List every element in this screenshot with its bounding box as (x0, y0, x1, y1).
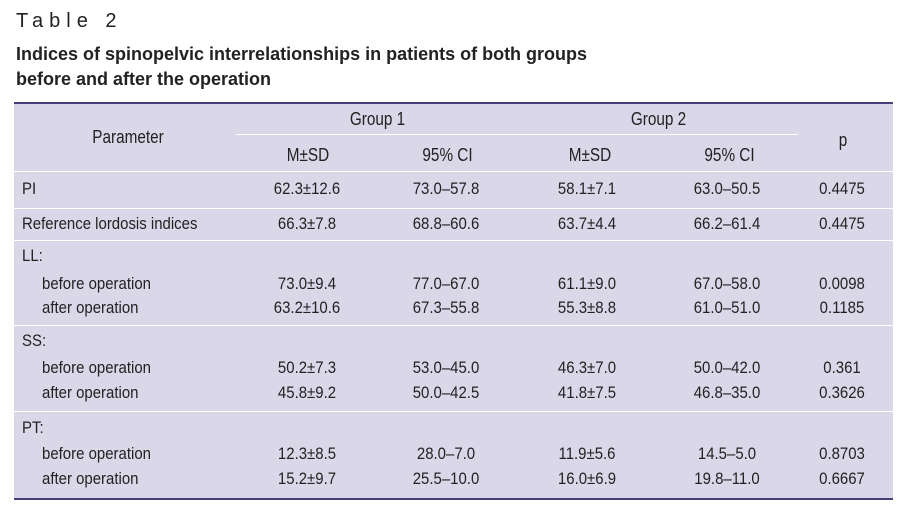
header-g2-ci: 95% CI (704, 145, 755, 165)
cell-g2-ci: 19.8–11.0 (694, 469, 760, 488)
cell-p: 0.0098 (819, 274, 865, 293)
row-label: after operation (42, 469, 139, 488)
cell-g2-ci: 50.0–42.0 (693, 358, 761, 377)
row-label: before operation (42, 358, 151, 377)
cell-g1-ci: 73.0–57.8 (412, 179, 480, 198)
header-bottom-rule (14, 171, 893, 172)
cell-g1-ci: 68.8–60.6 (412, 214, 480, 233)
header-group-2: Group 2 (630, 109, 687, 129)
cell-g1-msd: 66.3±7.8 (277, 214, 337, 233)
row-label: before operation (42, 274, 151, 293)
row-label: PI (22, 179, 37, 198)
cell-g1-ci: 25.5–10.0 (412, 469, 480, 488)
row-label: before operation (42, 444, 151, 463)
row-label: after operation (42, 298, 139, 317)
cell-g2-msd: 61.1±9.0 (557, 274, 617, 293)
cell-g2-msd: 58.1±7.1 (557, 179, 617, 198)
cell-g2-ci: 66.2–61.4 (693, 214, 761, 233)
cell-g1-msd: 73.0±9.4 (277, 274, 337, 293)
group-header-underline (236, 134, 798, 135)
header-g1-ci: 95% CI (422, 145, 473, 165)
row-separator (14, 208, 893, 209)
cell-g1-ci: 50.0–42.5 (412, 383, 480, 402)
row-label: Reference lordosis indices (22, 214, 198, 233)
table-top-rule (14, 102, 893, 104)
cell-g2-msd: 16.0±6.9 (557, 469, 617, 488)
cell-p: 0.8703 (819, 444, 865, 463)
cell-p: 0.3626 (819, 383, 865, 402)
cell-g2-msd: 41.8±7.5 (557, 383, 617, 402)
cell-g1-msd: 50.2±7.3 (277, 358, 337, 377)
cell-g1-msd: 63.2±10.6 (273, 298, 341, 317)
row-separator (14, 411, 893, 412)
cell-g2-msd: 11.9±5.6 (558, 444, 616, 463)
cell-g2-ci: 61.0–51.0 (693, 298, 761, 317)
cell-g1-ci: 28.0–7.0 (416, 444, 476, 463)
row-group-label: PT: (22, 418, 44, 437)
cell-g1-msd: 15.2±9.7 (277, 469, 337, 488)
header-g1-msd: M±SD (286, 145, 330, 165)
cell-p: 0.4475 (819, 179, 865, 198)
cell-p: 0.1185 (819, 298, 865, 317)
table-bottom-rule (14, 498, 893, 500)
header-p: p (838, 130, 848, 150)
header-g2-msd: M±SD (568, 145, 612, 165)
cell-g1-msd: 62.3±12.6 (273, 179, 341, 198)
header-parameter: Parameter (92, 127, 164, 147)
title-line-2: before and after the operation (16, 69, 272, 89)
cell-p: 0.4475 (819, 214, 865, 233)
cell-g2-ci: 63.0–50.5 (693, 179, 761, 198)
cell-g2-ci: 46.8–35.0 (693, 383, 761, 402)
row-label: after operation (42, 383, 139, 402)
cell-g2-ci: 67.0–58.0 (693, 274, 761, 293)
cell-p: 0.361 (823, 358, 861, 377)
cell-g1-ci: 53.0–45.0 (412, 358, 480, 377)
cell-g1-ci: 77.0–67.0 (412, 274, 480, 293)
row-group-label: SS: (22, 331, 47, 350)
cell-g2-msd: 55.3±8.8 (557, 298, 617, 317)
row-group-label: LL: (22, 246, 43, 265)
cell-g1-ci: 67.3–55.8 (412, 298, 480, 317)
data-table (14, 103, 893, 500)
cell-p: 0.6667 (819, 469, 865, 488)
cell-g2-msd: 46.3±7.0 (557, 358, 617, 377)
cell-g2-ci: 14.5–5.0 (697, 444, 757, 463)
row-separator (14, 325, 893, 326)
cell-g1-msd: 12.3±8.5 (277, 444, 337, 463)
title-line-1: Indices of spinopelvic interrelationship… (16, 44, 588, 64)
cell-g1-msd: 45.8±9.2 (277, 383, 337, 402)
row-separator (14, 240, 893, 241)
cell-g2-msd: 63.7±4.4 (557, 214, 617, 233)
table-title: Indices of spinopelvic interrelationship… (16, 42, 876, 92)
table-caption: Table 2 (16, 10, 123, 32)
header-group-1: Group 1 (349, 109, 406, 129)
